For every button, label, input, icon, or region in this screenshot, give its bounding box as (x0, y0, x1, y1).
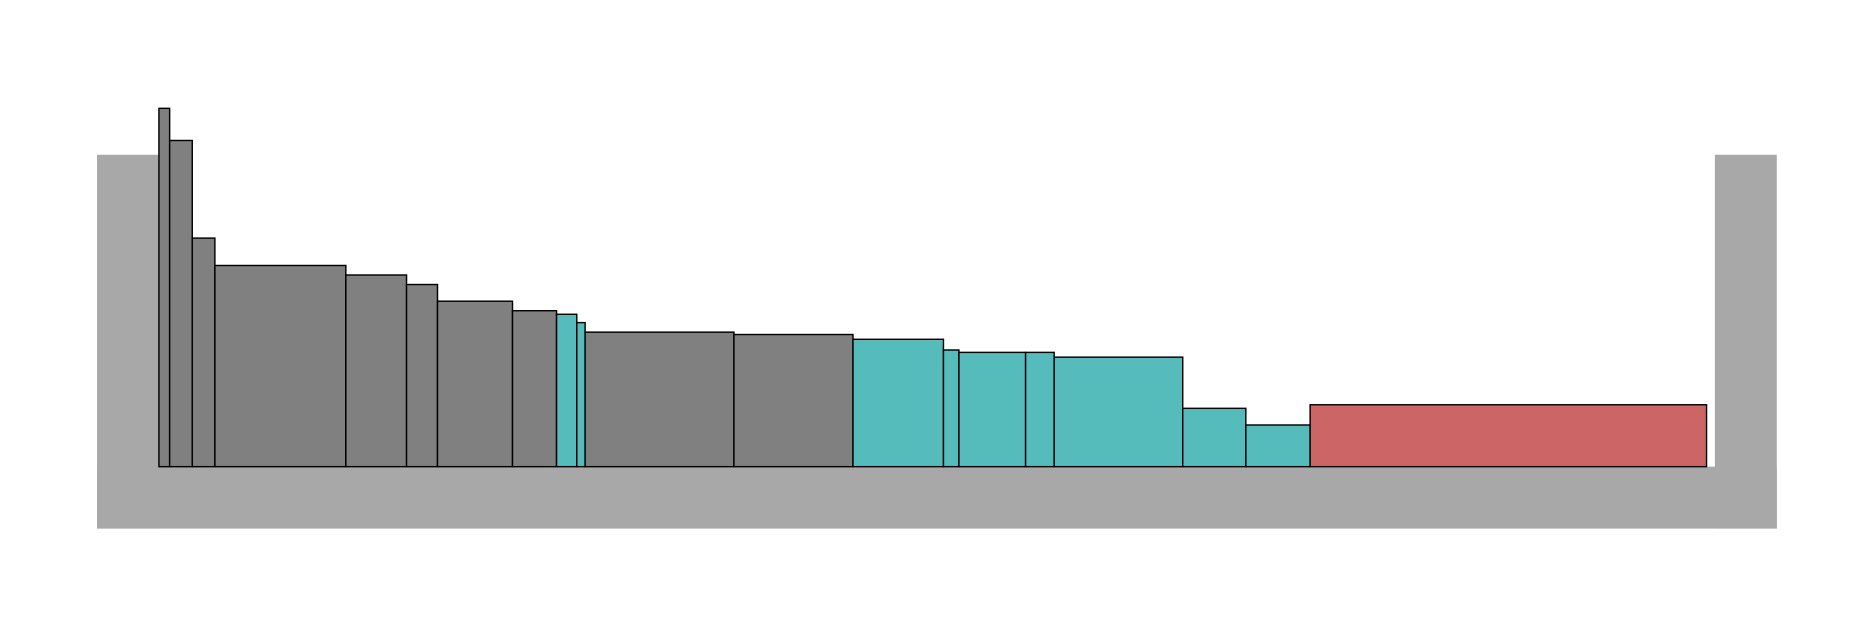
bar (345, 274, 408, 468)
bar (733, 333, 854, 468)
container (97, 154, 1777, 529)
bar (511, 310, 558, 468)
bar (576, 321, 586, 468)
bar (958, 351, 1027, 468)
bar (942, 349, 960, 468)
bar (168, 139, 193, 468)
floor (97, 466, 1777, 529)
bar (405, 283, 439, 468)
bar (1309, 404, 1708, 468)
bar (852, 338, 945, 468)
bar (214, 264, 347, 468)
bar (1024, 351, 1055, 468)
bar (555, 313, 578, 468)
right-wall (1714, 154, 1777, 529)
left-wall (97, 154, 159, 529)
bar (191, 237, 216, 468)
bar (1053, 356, 1184, 468)
bar (1182, 407, 1247, 468)
bar (1245, 424, 1311, 468)
bar (436, 300, 514, 468)
bar (584, 331, 735, 468)
bar (158, 107, 171, 468)
